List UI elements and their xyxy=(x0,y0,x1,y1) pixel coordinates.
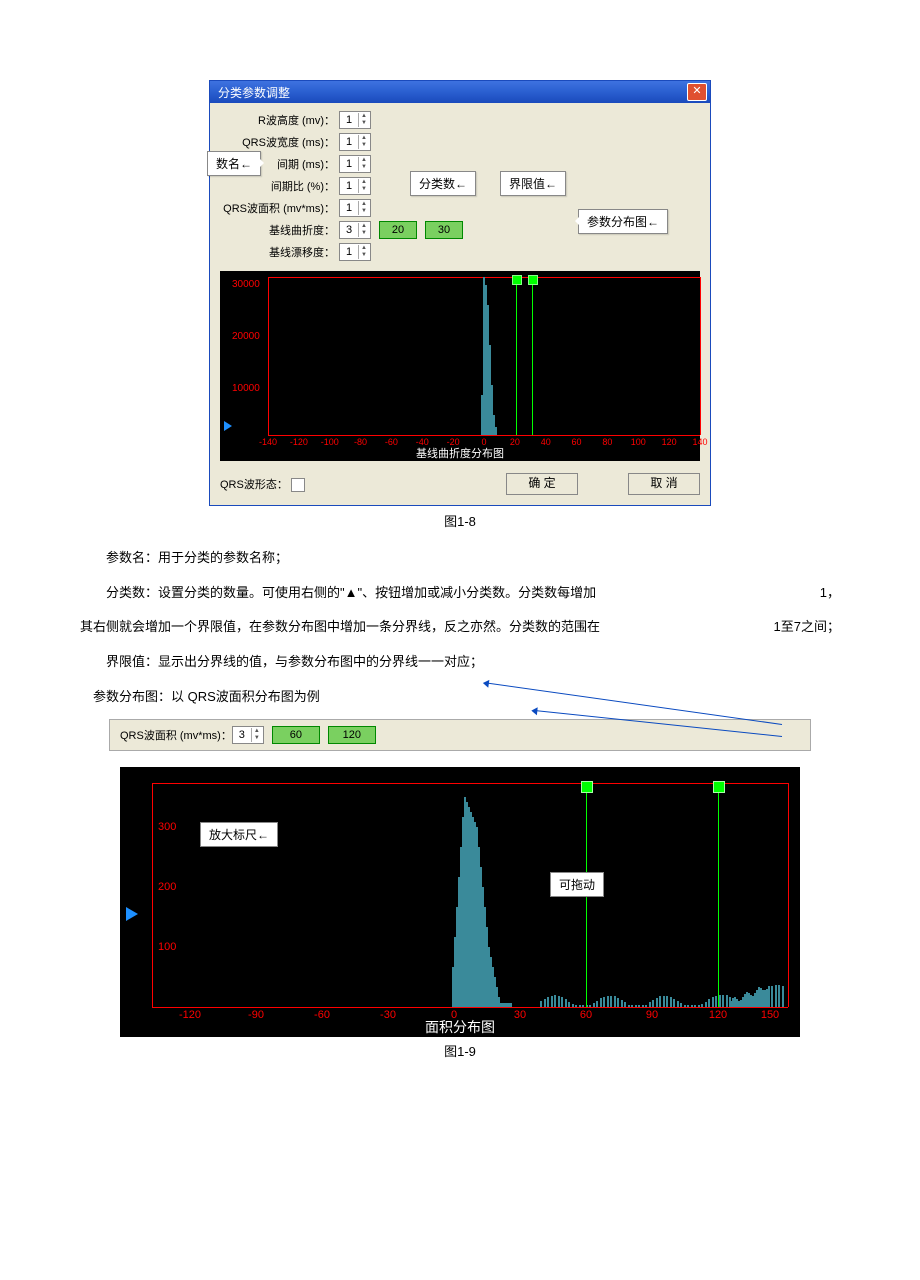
dialog-title: 分类参数调整 xyxy=(218,84,687,101)
callout-class-count: 分类数← xyxy=(410,171,476,196)
zoom-triangle[interactable] xyxy=(126,907,138,921)
para-limit-value: 界限值：显示出分界线的值，与参数分布图中的分界线一一对应； xyxy=(80,650,840,675)
divider-handle[interactable] xyxy=(581,781,593,793)
qrs-area-label: QRS波面积 (mv*ms)： xyxy=(120,727,232,743)
para-class-count-2: 其右侧就会增加一个界限值，在参数分布图中增加一条分界线，反之亦然。分类数的范围在… xyxy=(80,615,840,640)
callout-distribution: 参数分布图← xyxy=(578,209,668,234)
divider-line[interactable] xyxy=(718,783,719,1007)
param-label: 间期比 (%)： xyxy=(220,178,339,194)
param-spinner[interactable]: 1▲▼ xyxy=(339,243,371,261)
cancel-button[interactable]: 取 消 xyxy=(628,473,700,495)
param-spinner[interactable]: 1▲▼ xyxy=(339,155,371,173)
distribution-chart-1: 300002000010000-140-120-100-80-60-40-200… xyxy=(220,271,700,461)
param-label: R波高度 (mv)： xyxy=(220,112,339,128)
para-distribution: 参数分布图：以 QRS波面积分布图为例 xyxy=(80,685,840,710)
qrs-area-panel: QRS波面积 (mv*ms)： 3▲▼ 60 120 xyxy=(109,719,811,751)
param-spinner[interactable]: 1▲▼ xyxy=(339,177,371,195)
param-label: QRS波宽度 (ms)： xyxy=(220,134,339,150)
checkbox-qrs-shape[interactable]: QRS波形态： xyxy=(220,476,305,492)
limit-box[interactable]: 30 xyxy=(425,221,463,239)
param-spinner[interactable]: 1▲▼ xyxy=(339,111,371,129)
figure-caption-2: 图1-9 xyxy=(0,1041,920,1060)
distribution-chart-2: 300200100-120-90-60-300306090120150面积分布图… xyxy=(120,767,800,1037)
figure-caption-1: 图1-8 xyxy=(0,511,920,530)
param-row: R波高度 (mv)：1▲▼ xyxy=(220,109,700,131)
param-spinner[interactable]: 3▲▼ xyxy=(339,221,371,239)
callout-param-name: 数名← xyxy=(207,151,261,176)
titlebar[interactable]: 分类参数调整 ✕ xyxy=(210,81,710,103)
param-label: QRS波面积 (mv*ms)： xyxy=(220,200,339,216)
divider-handle[interactable] xyxy=(713,781,725,793)
arrow-to-120 xyxy=(533,710,782,737)
callout-zoom: 放大标尺← xyxy=(200,822,278,847)
param-spinner[interactable]: 1▲▼ xyxy=(339,133,371,151)
dialog-classify-params: 分类参数调整 ✕ 数名← 分类数← 界限值← 参数分布图← R波高度 (mv)：… xyxy=(209,80,711,506)
para-param-name: 参数名：用于分类的参数名称； xyxy=(80,546,840,571)
param-spinner[interactable]: 1▲▼ xyxy=(339,199,371,217)
qrs-area-spinner[interactable]: 3▲▼ xyxy=(232,726,264,744)
divider-handle[interactable] xyxy=(512,275,522,285)
zoom-triangle[interactable] xyxy=(224,421,232,431)
divider-handle[interactable] xyxy=(528,275,538,285)
callout-drag: 可拖动 xyxy=(550,872,604,897)
param-row: 基线漂移度：1▲▼ xyxy=(220,241,700,263)
close-icon[interactable]: ✕ xyxy=(687,83,707,101)
callout-limit-value: 界限值← xyxy=(500,171,566,196)
param-label: 基线曲折度： xyxy=(220,222,339,238)
limit-box[interactable]: 20 xyxy=(379,221,417,239)
param-label: 基线漂移度： xyxy=(220,244,339,260)
param-row: QRS波宽度 (ms)：1▲▼ xyxy=(220,131,700,153)
ok-button[interactable]: 确 定 xyxy=(506,473,578,495)
limit-box-60[interactable]: 60 xyxy=(272,726,320,744)
para-class-count: 分类数：设置分类的数量。可使用右侧的"▲"、按钮增加或减小分类数。分类数每增加1… xyxy=(80,581,840,606)
limit-box-120[interactable]: 120 xyxy=(328,726,376,744)
